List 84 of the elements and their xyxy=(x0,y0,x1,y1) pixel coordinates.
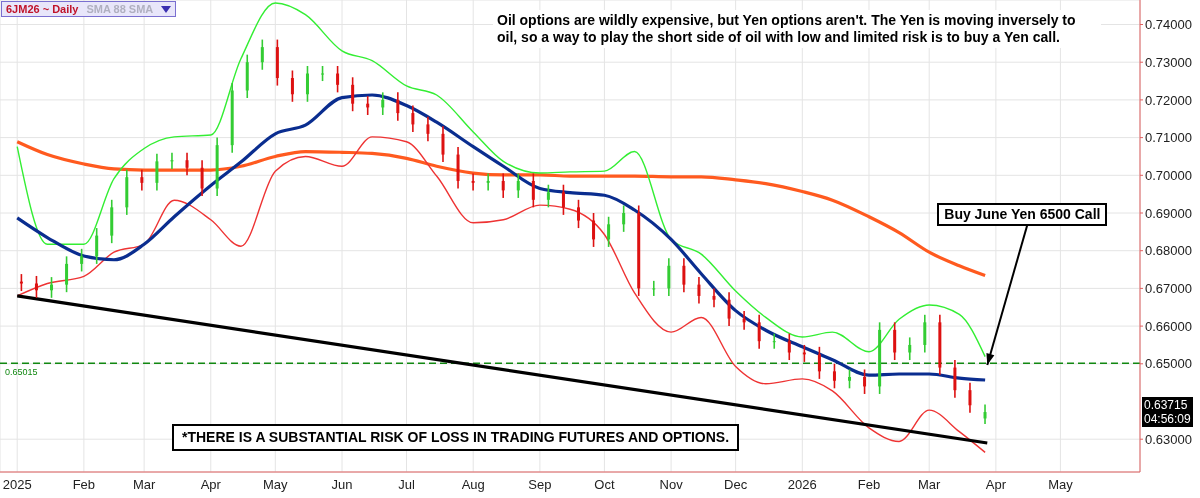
candlestick xyxy=(832,363,836,390)
y-tick-label: 0.72000 xyxy=(1145,92,1192,108)
candlestick xyxy=(546,183,550,209)
y-tick-label: 0.65000 xyxy=(1145,356,1192,372)
x-tick-label: Sep xyxy=(528,477,552,493)
x-tick-label: Aug xyxy=(461,477,485,493)
candlestick xyxy=(863,368,867,395)
y-tick-label: 0.63000 xyxy=(1145,431,1192,447)
candlestick xyxy=(817,346,821,380)
x-tick-label: Nov xyxy=(659,477,684,493)
candlestick xyxy=(622,204,626,233)
x-tick-label: Apr xyxy=(985,477,1007,493)
candlestick xyxy=(351,76,355,113)
candlestick xyxy=(712,287,716,309)
candlestick xyxy=(772,332,776,350)
y-tick-label: 0.73000 xyxy=(1145,54,1192,70)
x-tick-label: Mar xyxy=(132,477,156,493)
x-tick-label: Feb xyxy=(72,477,96,493)
x-tick-label: May xyxy=(1048,477,1074,493)
x-tick-label: Apr xyxy=(200,477,222,493)
candlestick xyxy=(426,116,430,143)
x-tick-label: Dec xyxy=(724,477,748,493)
x-tick-label: Oct xyxy=(594,477,615,493)
candlestick xyxy=(486,172,490,192)
candlestick xyxy=(848,368,852,390)
candlestick xyxy=(607,215,611,248)
y-tick-label: 0.68000 xyxy=(1145,243,1192,259)
candlestick xyxy=(592,212,596,248)
x-tick-label: Jun xyxy=(331,477,353,493)
candlestick xyxy=(155,153,159,192)
x-tick-label: May xyxy=(263,477,289,493)
candlestick xyxy=(34,275,38,299)
candlestick xyxy=(290,69,294,103)
candlestick xyxy=(336,65,340,94)
x-tick-label: 2026 xyxy=(787,477,817,493)
candlestick xyxy=(908,336,912,361)
candlestick xyxy=(727,291,731,327)
x-tick-label: Mar xyxy=(918,477,942,493)
candlestick xyxy=(95,227,99,265)
candlestick xyxy=(200,159,204,197)
candlestick xyxy=(516,172,520,199)
y-tick-label: 0.71000 xyxy=(1145,130,1192,146)
candlestick xyxy=(757,313,761,350)
x-tick-label: Feb xyxy=(857,477,881,493)
annotation: Oil options are wildly expensive, but Yen options aren't. The Yen is moving inversely to oil, so a way to play the short side of oil with low and limited risk is to buy a Yen call. xyxy=(493,10,1101,48)
candlestick xyxy=(260,38,264,71)
y-tick-label: 0.70000 xyxy=(1145,167,1192,183)
candlestick xyxy=(787,332,791,361)
candlestick xyxy=(667,257,671,297)
candlestick xyxy=(561,183,565,216)
annotation: Buy June Yen 6500 Call xyxy=(937,202,1108,226)
y-tick-label: 0.67000 xyxy=(1145,281,1192,297)
candlestick xyxy=(140,168,144,192)
candlestick xyxy=(577,199,580,229)
candlestick xyxy=(682,257,686,293)
candlestick xyxy=(185,151,189,177)
candlestick xyxy=(471,172,475,192)
candlestick xyxy=(923,313,927,354)
x-tick-label: 2025 xyxy=(2,477,32,493)
candlestick xyxy=(396,91,400,122)
candlestick xyxy=(893,321,897,361)
chart-subtitle: SMA 88 SMA xyxy=(86,3,154,15)
candlestick xyxy=(697,276,701,305)
candlestick xyxy=(80,248,84,273)
candlestick xyxy=(170,151,174,170)
y-tick-label: 0.66000 xyxy=(1145,318,1192,334)
candlestick xyxy=(411,104,415,133)
candlestick xyxy=(531,172,535,209)
candlestick xyxy=(381,91,385,116)
candlestick xyxy=(501,172,505,199)
text: 0.63715 04:56:09 xyxy=(1144,398,1191,426)
candlestick xyxy=(953,359,957,399)
ref-line-label: 0.65015 xyxy=(5,366,38,377)
candlestick xyxy=(305,65,309,103)
candlestick xyxy=(968,381,972,414)
candlestick xyxy=(983,403,987,425)
candlestick xyxy=(441,125,445,163)
chart-title: 6JM26 ~ Daily xyxy=(6,3,79,15)
y-tick-label: 0.69000 xyxy=(1145,205,1192,221)
x-tick-label: Jul xyxy=(398,477,415,493)
annotation: *THERE IS A SUBSTANTIAL RISK OF LOSS IN TRADING FUTURES AND OPTIONS. xyxy=(172,424,740,451)
candlestick xyxy=(652,280,656,297)
y-tick-label: 0.74000 xyxy=(1145,17,1192,33)
candlestick xyxy=(65,255,69,293)
